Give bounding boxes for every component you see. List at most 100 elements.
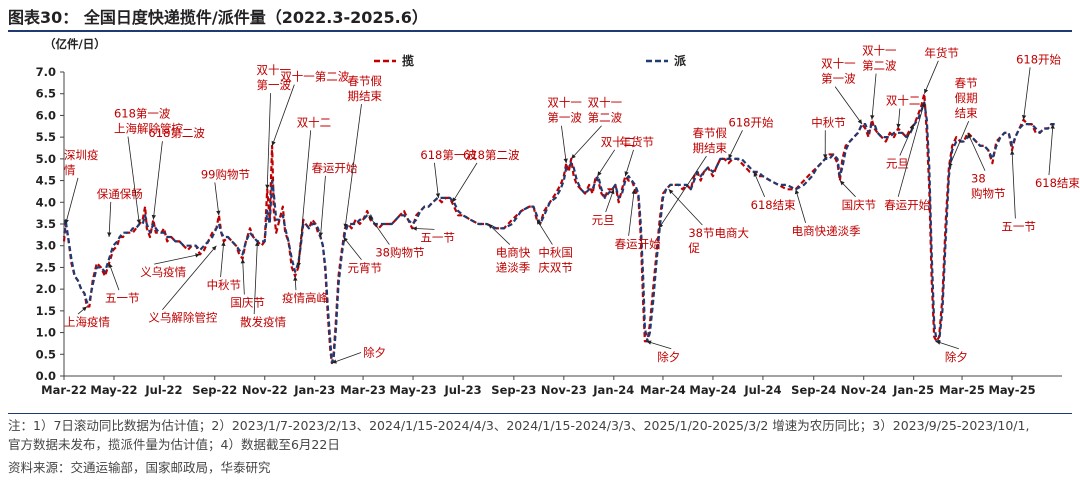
annotation-label: 元旦 xyxy=(592,213,615,227)
series-line-lan xyxy=(62,92,1055,365)
annotation-arrow xyxy=(658,155,707,229)
annotation-arrow xyxy=(728,130,743,160)
annotation-label: 618第一波 xyxy=(420,148,477,162)
annotation: 电商快递淡季 xyxy=(792,189,861,238)
annotation-arrow xyxy=(152,141,163,220)
annotation-arrow xyxy=(871,73,877,120)
annotation-label: 第一波 xyxy=(821,72,856,86)
annotation: 上海疫情 xyxy=(64,306,110,329)
annotation-arrowhead xyxy=(563,158,568,164)
annotation-label: 年货节 xyxy=(620,135,655,149)
annotation-label: 双十一 xyxy=(588,96,623,110)
annotation-label: 期结束 xyxy=(692,141,727,155)
annotation-label: 双十一第二波 xyxy=(280,70,349,84)
annotation-label: 电商快 xyxy=(496,246,531,260)
annotation-label: 双十二 xyxy=(601,135,636,149)
annotation-label: 深圳疫 xyxy=(64,148,99,162)
annotation: 元旦 xyxy=(886,123,915,171)
annotation-label: 春运开始 xyxy=(311,161,357,175)
annotation: 春运开始 xyxy=(884,102,931,212)
annotation-arrow xyxy=(1023,67,1031,120)
annotation-arrowhead xyxy=(597,171,602,177)
y-tick-label: 2.5 xyxy=(36,260,56,274)
annotation-arrow xyxy=(452,162,478,203)
annotation-arrowhead xyxy=(195,253,201,258)
annotation: 618第一波 xyxy=(420,148,477,198)
annotation-arrowhead xyxy=(631,189,636,194)
annotation-arrowhead xyxy=(571,154,576,159)
annotation-label: 第一波 xyxy=(547,111,582,125)
annotation-arrow xyxy=(536,219,553,245)
x-tick-label: Nov-23 xyxy=(541,383,587,397)
annotation-arrowhead xyxy=(857,119,863,125)
x-tick-label: May-24 xyxy=(689,383,736,397)
footer-divider xyxy=(8,413,1072,414)
annotation-arrowhead xyxy=(343,237,348,242)
axes: 0.0 0.5 1.0 1.5 2.0 2.5 3.0 3.5 4.0 4.5 5.0 5.5 6.0 6… xyxy=(36,65,1062,397)
annotation-arrowhead xyxy=(343,223,348,229)
annotation: 618结束 xyxy=(1035,124,1080,190)
x-tick-label: Jan-23 xyxy=(293,383,335,397)
annotation-label: 国庆节 xyxy=(842,198,877,212)
annotation-arrowhead xyxy=(64,219,69,224)
annotation-arrowhead xyxy=(318,232,323,238)
legend-label-pai: 派 xyxy=(674,54,687,68)
annotation-arrowhead xyxy=(1010,150,1015,155)
annotation-label: 中秋国 xyxy=(538,246,573,260)
annotation-label: 春运开始 xyxy=(884,198,930,212)
annotation-arrowhead xyxy=(296,262,301,268)
y-tick-label: 2.0 xyxy=(36,282,56,296)
annotation: 双十二 xyxy=(597,135,636,177)
annotation-arrowhead xyxy=(921,102,926,108)
annotation-arrowhead xyxy=(610,189,615,195)
annotation-label: 上海疫情 xyxy=(64,315,110,329)
annotation: 双十二 xyxy=(296,115,331,268)
annotation-arrow xyxy=(948,121,970,168)
annotation: 春运开始 xyxy=(311,161,358,238)
annotation-arrowhead xyxy=(909,124,914,130)
annotation-label: 中秋节 xyxy=(811,115,846,129)
y-tick-label: 1.0 xyxy=(36,326,56,340)
annotation-label: 购物节 xyxy=(971,187,1006,201)
x-tick-label: Jul-23 xyxy=(443,383,481,397)
annotation-arrow xyxy=(220,241,225,278)
y-tick-label: 4.5 xyxy=(36,174,56,188)
annotation: 618第二波 xyxy=(148,126,205,220)
y-tick-label: 6.0 xyxy=(36,108,56,122)
annotation: 618开始 xyxy=(728,115,774,160)
annotation-label: 上海解除管控 xyxy=(114,122,183,136)
annotation: 五一节 xyxy=(1001,150,1036,234)
y-tick-label: 4.0 xyxy=(36,195,56,209)
annotation: 春运开始 xyxy=(615,189,661,251)
annotation: 618第二波 xyxy=(452,148,520,203)
annotation-label: 双十一 xyxy=(862,44,897,58)
annotation-arrow xyxy=(753,171,766,197)
annotation-label: 疫情高峰 xyxy=(282,291,328,305)
annotation-arrowhead xyxy=(488,224,494,229)
annotation-label: 第二波 xyxy=(862,59,897,73)
annotation-label: 电商快递淡季 xyxy=(792,224,861,238)
annotation-label: 双十一 xyxy=(821,57,856,71)
annotation-arrowhead xyxy=(924,88,929,94)
annotation: 双十一第二波 xyxy=(862,44,897,120)
annotation-label: 除夕 xyxy=(363,345,386,359)
y-axis-label: （亿件/日） xyxy=(44,37,106,51)
annotation-arrowhead xyxy=(412,226,417,231)
annotation-arrow xyxy=(154,254,201,265)
title-divider xyxy=(8,30,1072,32)
source-note: 资料来源：交通运输部，国家邮政局，华泰研究 xyxy=(8,460,271,475)
x-tick-label: Sep-24 xyxy=(791,383,836,397)
annotation-arrowhead xyxy=(753,171,758,177)
annotation-arrow xyxy=(331,352,362,364)
annotation-label: 双十一 xyxy=(547,96,582,110)
x-tick-label: Jul-24 xyxy=(743,383,781,397)
annotation-label: 散发疫情 xyxy=(240,315,286,329)
legend: 揽 派 xyxy=(374,53,687,68)
annotation: 38购物节 xyxy=(967,132,1006,201)
annotation-arrow xyxy=(668,188,703,226)
annotation-arrowhead xyxy=(452,197,457,203)
